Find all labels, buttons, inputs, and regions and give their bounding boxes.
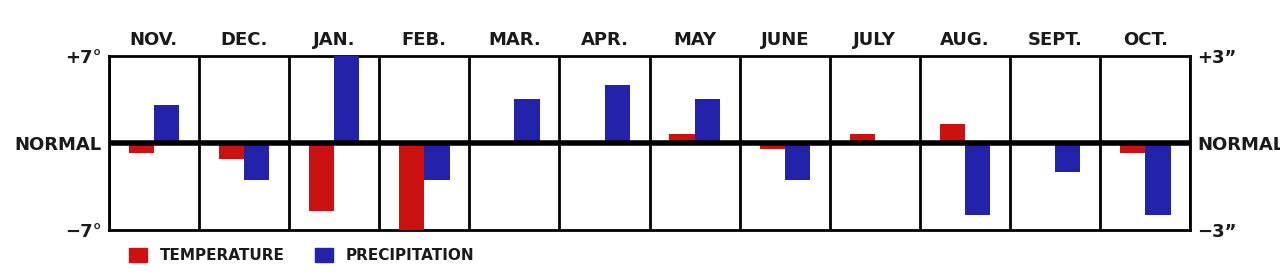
Bar — [244, 143, 269, 180]
Bar — [334, 56, 360, 143]
Bar — [1146, 143, 1171, 215]
Bar — [1120, 143, 1146, 153]
Bar — [965, 143, 991, 215]
Bar — [154, 105, 179, 143]
Bar — [850, 134, 876, 143]
Bar — [604, 85, 630, 143]
Bar — [940, 124, 965, 143]
Bar — [308, 143, 334, 211]
Bar — [785, 143, 810, 180]
Bar — [669, 134, 695, 143]
Bar — [399, 143, 424, 230]
Bar — [128, 143, 154, 153]
Bar — [759, 143, 785, 149]
Bar — [695, 99, 719, 143]
Legend: TEMPERATURE, PRECIPITATION: TEMPERATURE, PRECIPITATION — [123, 242, 480, 270]
Bar — [515, 99, 540, 143]
Bar — [424, 143, 449, 180]
Bar — [219, 143, 244, 159]
Bar — [1055, 143, 1080, 172]
